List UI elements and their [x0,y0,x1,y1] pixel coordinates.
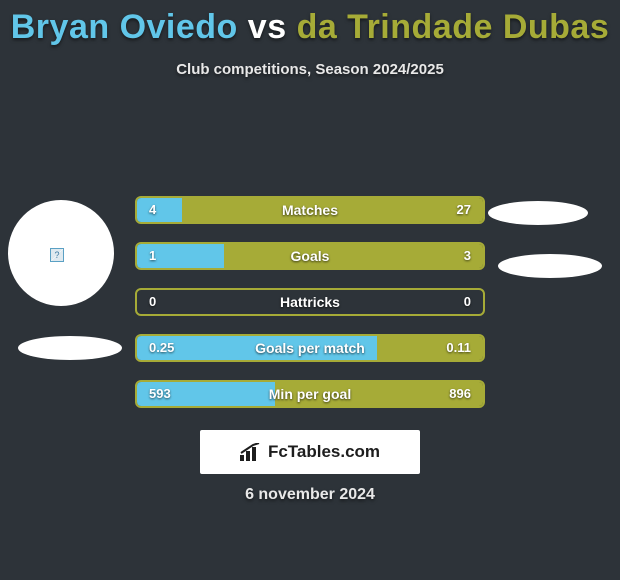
player2-ellipse-2 [498,254,602,278]
brand-text: FcTables.com [268,442,380,462]
stat-label: Goals per match [137,336,483,360]
player1-name: Bryan Oviedo [11,8,238,46]
vs-text: vs [248,8,287,46]
stat-row: 00Hattricks [135,288,485,316]
subtitle: Club competitions, Season 2024/2025 [0,61,620,78]
brand-badge: FcTables.com [200,430,420,474]
player2-name: da Trindade Dubas [297,8,610,46]
stat-row: 593896Min per goal [135,380,485,408]
stat-row: 0.250.11Goals per match [135,334,485,362]
brand-chart-icon [240,443,262,461]
broken-image-icon: ? [50,248,64,262]
player1-shadow-ellipse [18,336,122,360]
comparison-title: Bryan Oviedo vs da Trindade Dubas [0,0,620,47]
stat-label: Goals [137,244,483,268]
date-text: 6 november 2024 [0,486,620,504]
stat-label: Hattricks [137,290,483,314]
stat-row: 427Matches [135,196,485,224]
stat-label: Matches [137,198,483,222]
stat-label: Min per goal [137,382,483,406]
stats-bars: 427Matches 13Goals 00Hattricks 0.250.11Goal… [135,196,485,426]
player2-ellipse-1 [488,201,588,225]
stat-row: 13Goals [135,242,485,270]
